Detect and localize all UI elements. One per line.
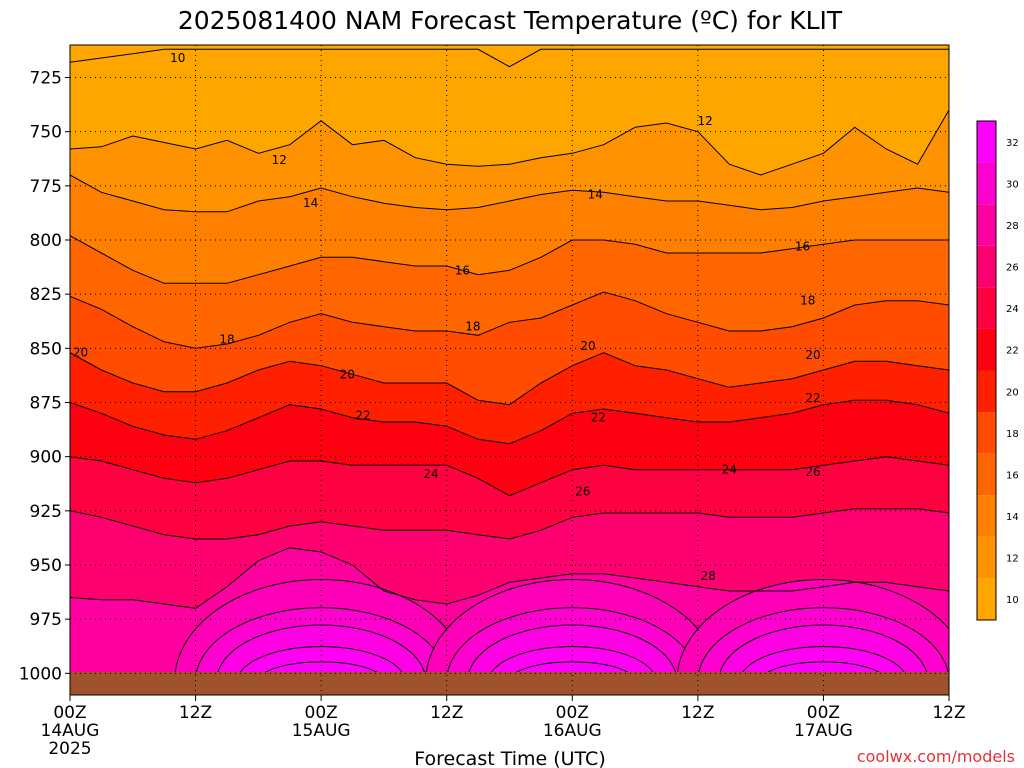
y-axis: 725 750 775 800 825 850 875 900 925 950 975 1000 (19, 69, 70, 684)
contour-label: 26 (575, 484, 590, 498)
contour-20 (70, 352, 949, 406)
colorbar-tick-label: 20 (1006, 387, 1019, 398)
contour-label: 26 (805, 465, 820, 479)
colorbar-band (977, 578, 996, 620)
chart-title: 2025081400 NAM Forecast Temperature (ºC)… (178, 6, 843, 35)
colorbar-band (977, 536, 996, 579)
contour-label: 18 (465, 320, 480, 334)
contour-label: 14 (303, 196, 318, 210)
colorbar-tick-label: 28 (1006, 221, 1019, 232)
x-tick-label: 12Z (179, 703, 212, 723)
x-tick-date: 15AUG (292, 721, 351, 741)
contour-10 (70, 48, 949, 68)
contour-label: 24 (423, 467, 438, 481)
contour-22 (70, 399, 949, 445)
colorbar-band (977, 495, 996, 537)
x-axis-label: Forecast Time (UTC) (414, 748, 605, 768)
colorbar-band (977, 287, 996, 329)
x-tick-label: 00Z (53, 703, 86, 723)
x-tick-label: 00Z (305, 703, 338, 723)
colorbar-tick-label: 32 (1006, 138, 1019, 149)
colorbar-band (977, 453, 996, 496)
contour-label: 18 (219, 333, 234, 347)
contour-24 (70, 456, 949, 497)
contour-label: 14 (588, 188, 603, 202)
contour-label: 24 (722, 463, 737, 477)
y-tick-label: 850 (30, 339, 62, 359)
contour-label: 20 (580, 339, 595, 353)
contour-label: 16 (455, 263, 470, 277)
y-tick-label: 900 (30, 448, 62, 468)
colorbar-tick-label: 24 (1006, 304, 1019, 315)
y-tick-label: 925 (30, 502, 62, 522)
y-tick-label: 825 (30, 285, 62, 305)
contour-label: 22 (355, 409, 370, 423)
y-tick-label: 750 (30, 123, 62, 143)
colorbar-band (977, 328, 996, 371)
contour-lines (70, 48, 949, 609)
colorbar-band (977, 412, 996, 454)
colorbar-tick-label: 14 (1006, 512, 1019, 523)
contour-28 (70, 547, 949, 609)
x-tick-label: 00Z (556, 703, 589, 723)
contour-16 (70, 235, 949, 284)
colorbar-tick-label: 22 (1006, 346, 1019, 357)
colorbar-band (977, 245, 996, 288)
contour-labels: 10 12 12 14 14 16 16 18 18 18 20 20 20 20 22 22 22 24 24 26… (73, 51, 821, 583)
x-tick-label: 12Z (932, 703, 965, 723)
y-tick-label: 1000 (19, 664, 62, 684)
x-tick-year: 2025 (48, 739, 91, 759)
colorbar-band (977, 121, 996, 163)
contour-label: 22 (805, 391, 820, 405)
x-tick-date: 17AUG (794, 721, 853, 741)
colorbar: 10 12 14 16 18 20 22 24 26 28 30 32 (976, 120, 1019, 621)
colorbar-tick-label: 10 (1006, 595, 1019, 606)
x-tick-label: 12Z (681, 703, 714, 723)
colorbar-band (977, 162, 996, 205)
y-tick-label: 975 (30, 610, 62, 630)
contour-label: 28 (701, 569, 716, 583)
contour-18 (70, 291, 949, 349)
contour-label: 16 (795, 240, 810, 254)
contour-label: 12 (698, 114, 713, 128)
credit-text: coolwx.com/models (857, 747, 1015, 766)
contour-label: 10 (170, 51, 185, 65)
plot-frame (69, 44, 950, 696)
contour-label: 20 (805, 348, 820, 362)
ground-terrain (70, 672, 949, 695)
y-tick-label: 725 (30, 69, 62, 89)
contour-label: 20 (73, 346, 88, 360)
contour-label: 12 (272, 153, 287, 167)
colorbar-tick-label: 26 (1006, 263, 1019, 274)
colorbar-tick-label: 16 (1006, 470, 1019, 481)
y-tick-label: 950 (30, 556, 62, 576)
y-tick-label: 775 (30, 177, 62, 197)
contour-label: 22 (591, 411, 606, 425)
x-tick-date: 14AUG (41, 721, 100, 741)
gridlines (70, 45, 949, 695)
colorbar-tick-label: 18 (1006, 429, 1019, 440)
contour-label: 20 (340, 367, 355, 381)
contour-12 (70, 109, 949, 176)
y-tick-label: 800 (30, 231, 62, 251)
colorbar-tick-label: 12 (1006, 554, 1019, 565)
colorbar-band (977, 204, 996, 246)
contour-26 (70, 508, 949, 540)
contour-label: 18 (800, 294, 815, 308)
x-tick-label: 12Z (430, 703, 463, 723)
x-tick-date: 16AUG (543, 721, 602, 741)
contour-14 (70, 174, 949, 213)
x-tick-label: 00Z (807, 703, 840, 723)
y-tick-label: 875 (30, 394, 62, 414)
colorbar-tick-label: 30 (1006, 179, 1019, 190)
colorbar-frame (976, 120, 997, 621)
plot-area: 10 12 12 14 14 16 16 18 18 18 20 20 20 20 22 22 22 24 24 26… (70, 45, 949, 695)
colorbar-band (977, 370, 996, 413)
